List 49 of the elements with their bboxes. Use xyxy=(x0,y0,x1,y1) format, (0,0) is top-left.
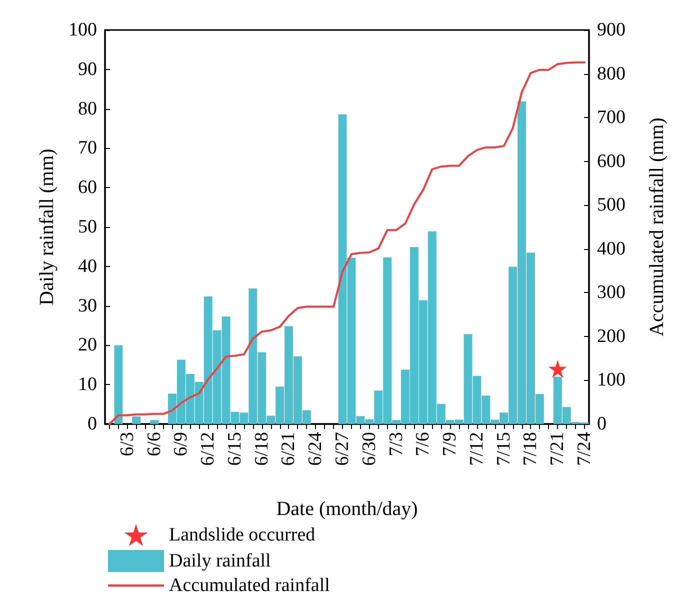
line-series xyxy=(108,61,586,425)
y-tick-label: 20 xyxy=(78,334,97,356)
x-tick-label: 6/21 xyxy=(278,432,300,466)
y2-tick-label: 400 xyxy=(597,238,626,260)
x-tick-label: 7/12 xyxy=(466,432,488,466)
y-axis-title: Daily rainfall (mm) xyxy=(36,148,58,306)
x-tick-label: 6/3 xyxy=(116,432,138,456)
x-tick-label: 7/24 xyxy=(574,432,596,466)
y-tick-label: 0 xyxy=(88,414,97,434)
y-tick-label: 100 xyxy=(68,20,97,40)
y-tick-label: 40 xyxy=(78,256,97,277)
x-tick-label: 6/27 xyxy=(332,432,354,466)
x-tick-label: 7/21 xyxy=(547,432,568,466)
y-tick-label: 10 xyxy=(78,374,97,396)
legend-label: Daily rainfall xyxy=(169,550,271,572)
y2-tick-label: 200 xyxy=(597,326,626,347)
y2-tick-label: 500 xyxy=(597,194,626,216)
y2-tick-label: 0 xyxy=(597,414,606,434)
x-tick-label: 7/3 xyxy=(386,432,407,456)
y2-tick-label: 900 xyxy=(597,20,626,40)
x-tick-label: 6/15 xyxy=(224,432,246,466)
x-tick-label: 6/9 xyxy=(170,432,192,456)
bar xyxy=(150,420,159,424)
y-tick-label: 60 xyxy=(78,177,97,198)
x-tick-label: 7/18 xyxy=(520,432,542,466)
x-tick-label: 6/18 xyxy=(251,432,272,466)
y2-tick-label: 300 xyxy=(597,282,626,304)
x-axis-title: Date (month/day) xyxy=(276,498,418,520)
y-tick-label: 50 xyxy=(78,216,97,238)
y2-tick-label: 600 xyxy=(597,150,626,172)
y-tick-label: 70 xyxy=(78,138,97,159)
legend-label: Accumulated rainfall xyxy=(169,575,330,596)
x-tick-label: 6/12 xyxy=(198,432,219,466)
x-tick-label: 7/15 xyxy=(493,432,514,466)
y2-tick-label: 100 xyxy=(597,370,626,391)
x-tick-label: 6/30 xyxy=(358,432,380,466)
x-tick-label: 7/6 xyxy=(412,432,434,456)
y2-tick-label: 700 xyxy=(597,107,626,128)
bar xyxy=(132,416,141,424)
y-tick-label: 80 xyxy=(78,98,97,120)
y2-axis-title: Accumulated rainfall (mm) xyxy=(646,118,668,336)
y-tick-label: 30 xyxy=(78,295,97,316)
x-tick-label: 7/9 xyxy=(440,432,461,456)
bar xyxy=(114,345,123,424)
y2-tick-label: 800 xyxy=(597,63,626,84)
y-tick-label: 90 xyxy=(78,58,97,80)
x-tick-label: 6/24 xyxy=(305,432,326,466)
x-tick-label: 6/6 xyxy=(144,432,165,456)
legend-label: Landslide occurred xyxy=(169,524,316,546)
